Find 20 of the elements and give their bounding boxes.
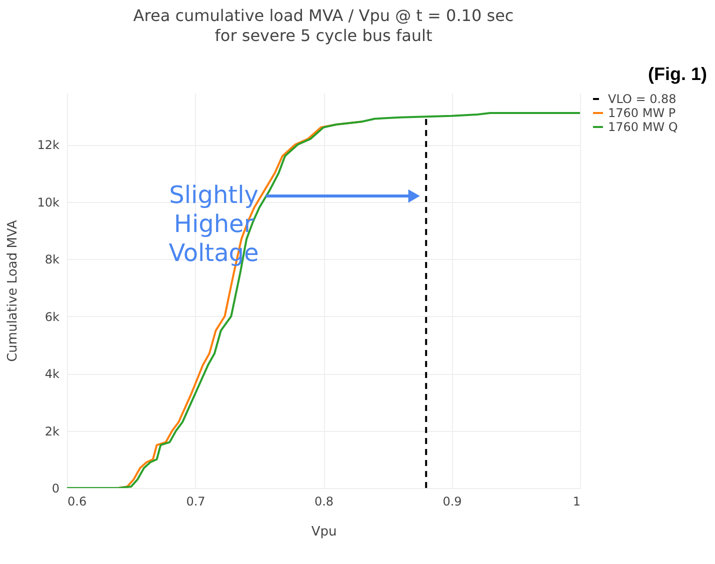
y-tick-label: 10k [37,195,60,210]
legend-label: VLO = 0.88 [608,92,676,106]
x-tick-label: 0.7 [186,494,206,508]
legend-label: 1760 MW Q [608,120,678,134]
x-tick-label: 1 [572,494,580,508]
legend-label: 1760 MW P [608,106,676,120]
y-tick-label: 4k [44,367,60,382]
chart-title: Area cumulative load MVA / Vpu @ t = 0.10 sec [133,6,514,25]
x-axis-title: Vpu [311,524,337,540]
y-tick-label: 2k [44,424,60,438]
x-tick-label: 0.6 [68,494,87,508]
y-tick-label: 6k [44,310,60,324]
text: (Fig. 1) [648,64,707,84]
y-tick-label: 0 [52,482,60,496]
chart-subtitle: for severe 5 cycle bus fault [214,26,432,45]
x-tick-label: 0.8 [314,494,334,508]
x-tick-label: 0.9 [442,494,462,508]
y-tick-label: 12k [37,138,60,152]
y-axis-title: Cumulative Load MVA [5,220,20,362]
y-tick-label: 8k [44,252,60,267]
